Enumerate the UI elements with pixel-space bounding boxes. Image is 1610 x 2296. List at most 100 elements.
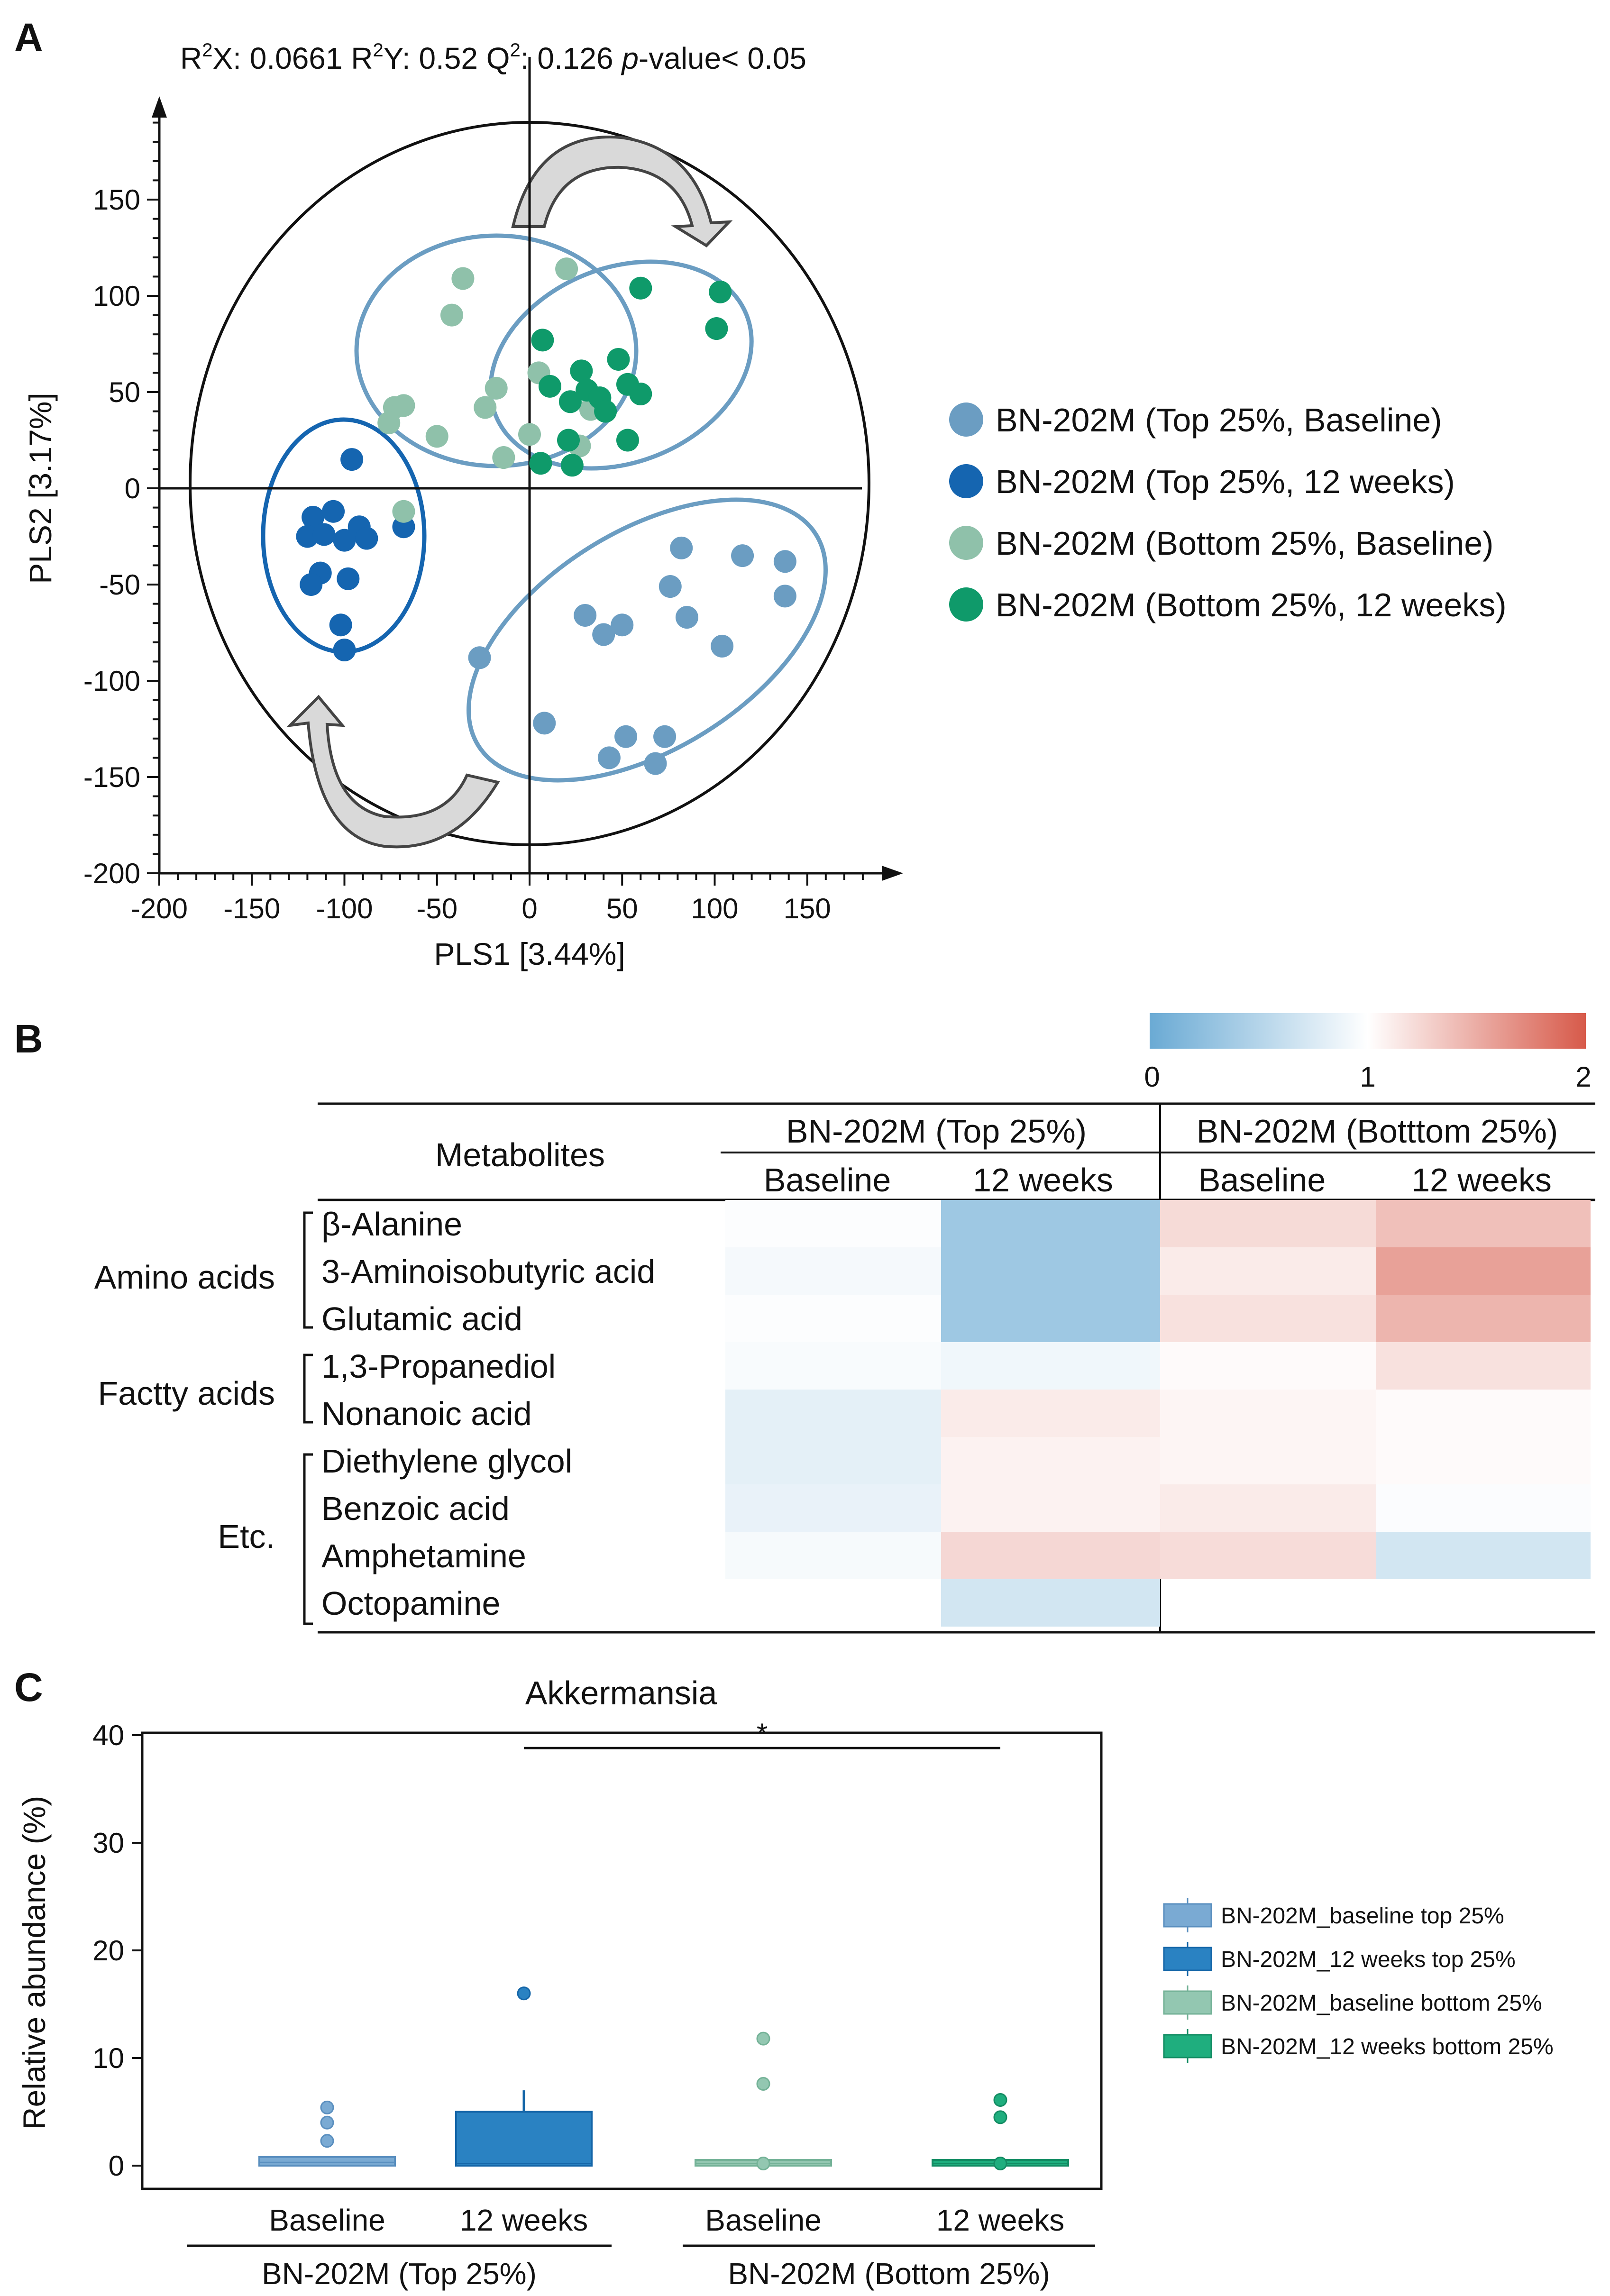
data-point-series-3: [474, 396, 497, 419]
box-outlier: [320, 2100, 334, 2114]
heatmap-cell: [1160, 1532, 1376, 1579]
metabolite-row-label: Nonanoic acid: [321, 1395, 532, 1432]
legend-a: BN-202M (Top 25%, Baseline) BN-202M (Top…: [949, 402, 1507, 623]
y-tick-label: 100: [93, 280, 140, 312]
data-point-series-1: [597, 746, 621, 769]
plot-frame: [141, 1731, 1103, 2190]
heatmap-cell: [1376, 1295, 1591, 1342]
heatmap-cell: [725, 1342, 941, 1390]
metabolite-row-label: 1,3-Propanediol: [321, 1348, 556, 1385]
shift-arrow-bottom: [286, 695, 500, 849]
panel-c: C Akkermansia 0 10 20 30 40 Relative abundan…: [14, 1665, 1554, 2291]
box-outlier: [517, 1986, 531, 2001]
data-point-series-1: [653, 725, 677, 748]
legend-a-marker-4: [949, 587, 983, 622]
x-category-label: 12 weeks: [460, 2203, 588, 2237]
box-iqr: [258, 2156, 396, 2167]
data-point-series-1: [533, 712, 556, 735]
scatter-points: [296, 257, 796, 775]
heatmap-cell: [941, 1437, 1160, 1484]
x-tick-label: -100: [316, 893, 373, 924]
y-tick-label: -50: [99, 569, 140, 601]
metabolite-row-label: Diethylene glycol: [321, 1443, 572, 1480]
heatmap-cell: [1160, 1342, 1376, 1390]
significance-marker: *: [757, 1718, 768, 1749]
column-header-4: 12 weeks: [1411, 1162, 1552, 1198]
data-point-series-4: [594, 400, 617, 423]
x-axis-title: PLS1 [3.44%]: [434, 936, 625, 971]
data-point-series-1: [731, 544, 754, 567]
colorbar-tick-mid: 1: [1360, 1061, 1375, 1093]
data-point-series-4: [709, 280, 732, 303]
data-point-series-4: [570, 359, 593, 383]
heatmap-cell: [1376, 1200, 1591, 1247]
y-axis-title: Relative abundance (%): [17, 1796, 52, 2130]
heatmap-cell: [941, 1200, 1160, 1247]
legend-c-label: BN-202M_12 weeks bottom 25%: [1221, 2034, 1554, 2059]
legend-a-label-3: BN-202M (Bottom 25%, Baseline): [996, 525, 1493, 562]
heatmap-cell: [1376, 1484, 1591, 1532]
data-point-series-2: [312, 523, 336, 546]
category-label: Amino acids: [94, 1259, 275, 1296]
legend-c-swatch: [1163, 1903, 1212, 1928]
heatmap-cell: [725, 1295, 941, 1342]
chart-title: Akkermansia: [525, 1674, 717, 1711]
data-point-series-1: [644, 752, 667, 775]
x-category-label: Baseline: [269, 2203, 385, 2237]
legend-a-marker-3: [949, 526, 983, 560]
colorbar: [1150, 1013, 1586, 1049]
metabolite-row-label: Amphetamine: [321, 1537, 526, 1574]
heatmap-cell: [1376, 1247, 1591, 1295]
box-outlier: [756, 2156, 770, 2170]
data-point-series-4: [629, 276, 652, 300]
legend-c-label: BN-202M_baseline bottom 25%: [1221, 1991, 1542, 2016]
data-point-series-4: [705, 317, 728, 340]
x-tick-label: 150: [784, 893, 831, 924]
pls-stats-line: R2X: 0.0661 R2Y: 0.52 Q2: 0.126 p-value<…: [180, 40, 806, 75]
panel-label-c: C: [14, 1665, 43, 1710]
data-point-series-1: [659, 575, 682, 598]
heatmap-cell: [941, 1484, 1160, 1532]
data-point-series-3: [392, 394, 415, 417]
data-point-series-3: [392, 500, 415, 523]
heatmap-cell: [725, 1484, 941, 1532]
y-axis-ticks: 0 10 20 30 40: [92, 1720, 142, 2182]
metabolite-row-label: Glutamic acid: [321, 1300, 522, 1337]
category-bracket: [303, 1354, 313, 1424]
data-point-series-3: [440, 303, 463, 327]
data-point-series-2: [300, 573, 323, 596]
heatmap-cell: [941, 1342, 1160, 1390]
heatmap-cell: [941, 1247, 1160, 1295]
data-point-series-1: [468, 646, 491, 669]
data-point-series-2: [296, 525, 319, 548]
data-point-series-1: [711, 634, 734, 658]
box-outlier: [993, 2093, 1007, 2107]
y-tick-label: 0: [125, 473, 140, 504]
shift-arrow-top: [511, 136, 733, 247]
legend-c-swatch: [1163, 1947, 1212, 1971]
data-point-series-3: [425, 425, 448, 448]
box-outlier: [756, 2076, 770, 2091]
data-point-series-1: [592, 623, 615, 646]
colorbar-tick-max: 2: [1575, 1061, 1591, 1093]
data-point-series-2: [340, 448, 364, 471]
data-point-series-4: [531, 329, 554, 352]
heatmap-cell: [725, 1390, 941, 1437]
data-point-series-4: [557, 429, 580, 452]
heatmap-cell: [725, 1200, 941, 1247]
legend-a-label-2: BN-202M (Top 25%, 12 weeks): [996, 463, 1455, 500]
metabolite-row-label: Benzoic acid: [321, 1490, 510, 1527]
legend-c: BN-202M_baseline top 25% BN-202M_12 weeks…: [1163, 1898, 1554, 2063]
heatmap-cell: [1376, 1437, 1591, 1484]
y-tick-label: 40: [92, 1720, 124, 1751]
data-point-series-1: [670, 536, 693, 559]
x-tick-label: -50: [416, 893, 457, 924]
heatmap-cell: [725, 1247, 941, 1295]
group-label-top: BN-202M (Top 25%): [262, 2257, 537, 2291]
data-point-series-4: [560, 454, 584, 477]
colorbar-tick-min: 0: [1144, 1061, 1160, 1093]
data-point-series-3: [451, 267, 475, 290]
heatmap-cell: [941, 1579, 1160, 1627]
heatmap-cell: [1376, 1532, 1591, 1579]
heatmap-row-labels: β-Alanine 3-Aminoisobutyric acid Glutamic …: [321, 1206, 655, 1622]
